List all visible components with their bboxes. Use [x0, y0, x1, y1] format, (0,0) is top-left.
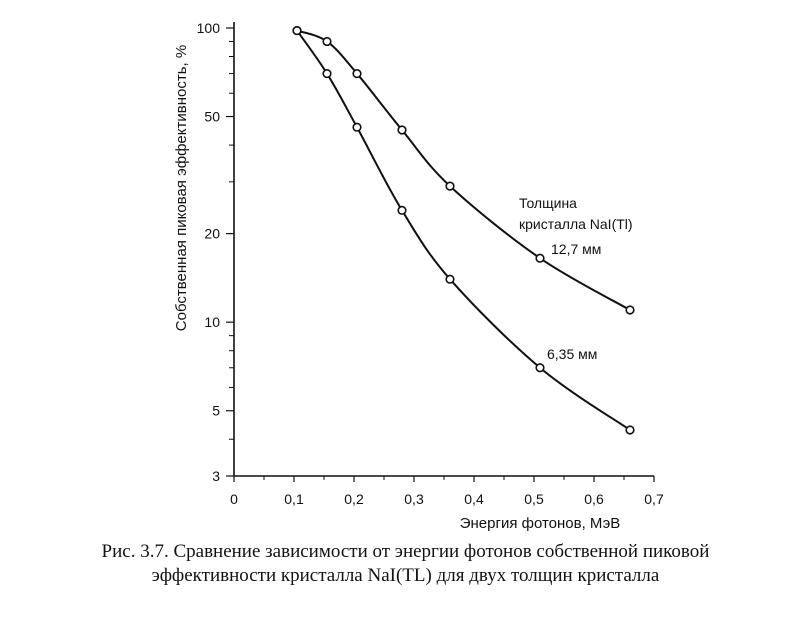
series-1-point [292, 25, 302, 36]
y-axis-label: Собственная пиковая эффективность, % [173, 45, 190, 331]
series-1-point [322, 68, 332, 79]
series-1-point [397, 205, 407, 215]
series-1-point [535, 363, 545, 373]
y-tick-label: 3 [212, 468, 220, 484]
y-tick-label: 20 [204, 226, 220, 242]
x-axis-label: Энергия фотонов, МэВ [460, 515, 621, 532]
x-tick-label: 0,5 [524, 491, 544, 507]
chart-ticks: 0 0,1 0,2 0,3 0,4 0,5 0,6 0,7 3 5 10 20 50 100 [197, 20, 664, 507]
series-line-0 [296, 29, 631, 311]
series-1-point [352, 122, 362, 132]
y-tick-label: 5 [212, 403, 220, 419]
legend-title-line-2: кристалла NaI(Tl) [519, 216, 633, 232]
y-tick-label: 50 [204, 109, 220, 125]
caption-line-1: Рис. 3.7. Сравнение зависимости от энерг… [101, 541, 710, 562]
caption-line-2: эффективности кристалла NaI(TL) для двух… [151, 565, 660, 586]
x-tick-label: 0,6 [584, 491, 604, 507]
series-0-point [352, 68, 362, 79]
x-tick-label: 0,3 [404, 491, 424, 507]
y-tick-label: 10 [204, 314, 220, 330]
x-tick-label: 0 [230, 491, 238, 507]
efficiency-chart: 0 0,1 0,2 0,3 0,4 0,5 0,6 0,7 3 5 10 20 50 100 Энерги… [173, 20, 664, 532]
series-0-point [625, 305, 635, 315]
x-tick-label: 0,7 [644, 491, 664, 507]
y-tick-label: 100 [197, 20, 221, 36]
series-1-point [625, 425, 635, 435]
x-tick-label: 0,4 [464, 491, 484, 507]
x-tick-label: 0,1 [284, 491, 304, 507]
series-label-6-35mm: 6,35 мм [547, 346, 597, 362]
series-0-point [535, 253, 545, 263]
x-tick-label: 0,2 [344, 491, 364, 507]
chart-series [292, 25, 635, 435]
series-label-12-7mm: 12,7 мм [551, 241, 601, 257]
series-0-point [322, 36, 332, 47]
series-0-point [445, 181, 455, 191]
figure-caption: Рис. 3.7. Сравнение зависимости от энерг… [0, 540, 811, 588]
legend-title-line-1: Толщина [519, 195, 577, 211]
series-0-point [397, 125, 407, 135]
series-1-point [445, 274, 455, 284]
